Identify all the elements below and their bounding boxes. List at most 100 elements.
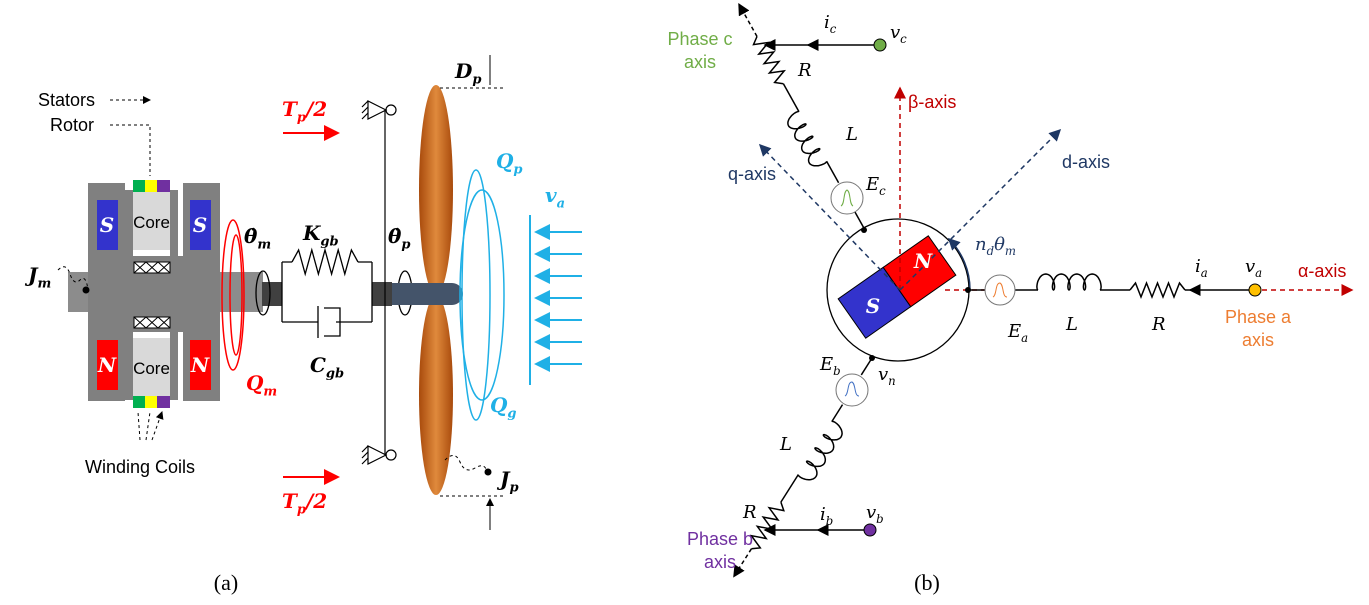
speed-label: θ̇p (388, 224, 410, 253)
torque-label-subscript: p (513, 163, 522, 178)
voltage-label: vc (890, 22, 907, 46)
emf-label: Ec (865, 174, 886, 198)
torque-label-part: Q (490, 393, 508, 417)
inertia-label-subscript: m (37, 277, 51, 292)
airspeed-label: va (545, 183, 565, 212)
beta-axis-label: β-axis (908, 92, 956, 112)
resistor-label: R (797, 60, 812, 81)
core-label: Core (133, 359, 170, 378)
page: StatorsRotorCoreCoreSSNNWinding CoilsJmθ… (0, 0, 1369, 605)
voltage-label-part: v (1245, 256, 1255, 277)
core-label: Core (133, 213, 170, 232)
inertia-label: Jp (496, 467, 519, 496)
speed-label-part: θ̇ (244, 224, 258, 248)
magnet-pole: S (100, 213, 114, 237)
current-label-subscript: c (830, 22, 837, 36)
damping-label-part: C (310, 353, 326, 377)
torque-label-subscript: m (263, 385, 277, 400)
alpha-axis-label: α-axis (1298, 261, 1346, 281)
emf-label-part: E (819, 354, 833, 375)
wire (861, 358, 872, 375)
q-axis-label: q-axis (728, 164, 776, 184)
current-label: ib (820, 504, 833, 528)
voltage-label-subscript: n (888, 374, 896, 388)
airspeed-label-subscript: a (557, 197, 565, 212)
phase-c-axis-label: Phase c (667, 29, 732, 49)
torque-label: Qg (490, 393, 517, 422)
phase-axis (734, 549, 751, 577)
current-label-subscript: b (826, 514, 833, 528)
phase-axis (739, 4, 757, 36)
torque-label-part: Q (496, 149, 514, 173)
phase-a-axis-label: Phase a (1225, 307, 1292, 327)
magnet-pole: N (190, 353, 210, 377)
magnet-pole: S (866, 294, 880, 318)
phase-b-axis-label: axis (704, 552, 736, 572)
torque-label: Qm (246, 371, 277, 400)
wire (781, 475, 798, 503)
thrust-label-part: /2 (304, 489, 327, 513)
torque-label: Qp (496, 149, 523, 178)
inductor-label: L (1065, 314, 1078, 335)
voltage-label: vb (866, 502, 884, 526)
inertia-label: Jm (24, 263, 51, 292)
current-label-subscript: a (1201, 266, 1208, 280)
angle-label-part: n (975, 234, 987, 255)
caption: (a) (214, 570, 238, 595)
voltage-label-part: v (890, 22, 900, 43)
emf-label-subscript: c (879, 184, 886, 198)
voltage-label-subscript: b (876, 512, 883, 526)
emf-label: Ea (1007, 321, 1028, 345)
wire (827, 161, 839, 183)
thrust-label-subscript: p (297, 111, 306, 126)
thrust-label-subscript: p (297, 503, 306, 518)
wire (832, 405, 843, 422)
phase-a-axis-label: axis (1242, 330, 1274, 350)
inductor-label: L (845, 124, 858, 145)
emf-label: Eb (819, 354, 841, 378)
damping-label-subscript: gb (326, 367, 344, 382)
pmsm-circuit (734, 4, 1352, 576)
emf-label-subscript: a (1021, 331, 1028, 345)
damping-label: Cgb (310, 353, 344, 382)
inductor-label: L (779, 434, 792, 455)
voltage-label: vn (878, 364, 896, 388)
resistor (1130, 283, 1185, 297)
speed-label: θ̇m (244, 224, 271, 253)
diameter-label: Dp (454, 59, 481, 88)
voltage-label: va (1245, 256, 1262, 280)
inductor (1037, 274, 1101, 290)
diameter-label-subscript: p (472, 73, 481, 88)
figure: StatorsRotorCoreCoreSSNNWinding CoilsJmθ… (0, 0, 1369, 605)
speed-label-subscript: p (401, 238, 410, 253)
stiffness-label: Kgb (302, 221, 339, 250)
emf-label-subscript: b (833, 364, 840, 378)
caption: (b) (914, 570, 940, 595)
stiffness-label-part: K (302, 221, 322, 245)
d-axis-label: d-axis (1062, 152, 1110, 172)
resistor-label: R (1151, 314, 1166, 335)
inertia-label-subscript: p (509, 481, 518, 496)
magnet-pole: N (97, 353, 117, 377)
stators-label: Stators (38, 90, 95, 110)
phase-b-axis-label: Phase b (687, 529, 753, 549)
speed-label-subscript: m (257, 238, 271, 253)
magnet-pole: N (913, 249, 933, 273)
thrust-label: Tp/2 (282, 97, 327, 126)
winding-coils-label: Winding Coils (85, 457, 195, 477)
torque-label-subscript: g (507, 407, 516, 422)
diameter-label-part: D (454, 59, 473, 83)
emf-label-part: E (1007, 321, 1021, 342)
torque-label-part: Q (246, 371, 264, 395)
resistor (754, 37, 785, 84)
current-label: ic (824, 12, 837, 36)
emf-label-part: E (865, 174, 879, 195)
voltage-label-subscript: c (900, 32, 907, 46)
thrust-label: Tp/2 (282, 489, 327, 518)
speed-label-part: θ̇ (388, 224, 402, 248)
resistor-label: R (742, 502, 757, 523)
angle-label-subscript: m (1005, 244, 1016, 258)
magnet-pole: S (193, 213, 207, 237)
phase-c-axis-label: axis (684, 52, 716, 72)
voltage-label-part: v (866, 502, 876, 523)
